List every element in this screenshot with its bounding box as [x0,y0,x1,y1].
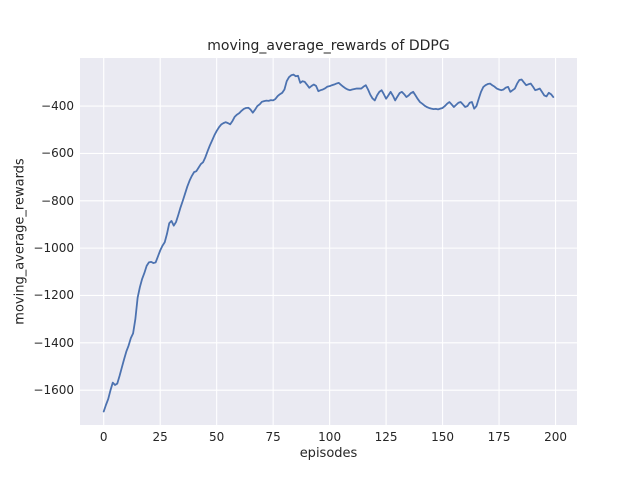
y-tick-label: −400 [41,99,74,114]
x-tick-label: 175 [487,430,511,444]
y-tick-label: −800 [41,193,74,208]
x-tick-label: 75 [265,430,281,444]
x-axis-label: episodes [299,446,358,461]
chart-title: moving_average_rewards of DDPG [207,38,450,54]
series-line [102,73,555,413]
y-tick-label: −1200 [33,288,74,303]
x-tick-label: 100 [318,430,342,444]
x-tick-label: 50 [209,430,225,444]
y-tick-label: −1000 [33,241,74,256]
plot-canvas [80,58,577,425]
x-tick-label: 200 [544,430,567,444]
plot-area [80,58,577,425]
y-tick-label: −1600 [33,383,74,398]
x-tick-label: 25 [152,430,168,444]
x-tick-label: 125 [374,430,398,444]
y-tick-label: −1400 [33,335,74,350]
plot-background [80,58,577,425]
x-tick-label: 150 [431,430,455,444]
x-tick-label: 0 [99,430,108,444]
y-tick-label: −600 [41,146,74,161]
